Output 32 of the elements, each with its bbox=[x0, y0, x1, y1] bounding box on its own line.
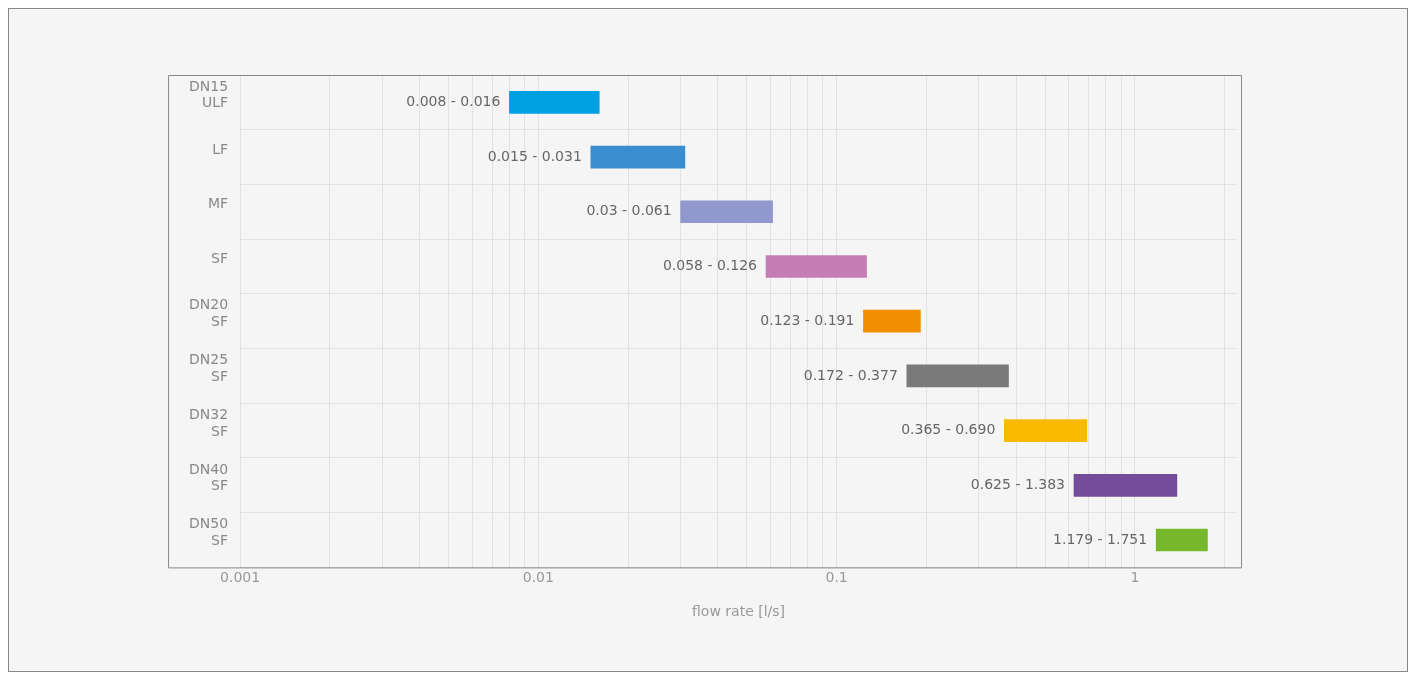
y-tick-label: LF bbox=[212, 140, 229, 157]
x-tick-label: 0.001 bbox=[220, 569, 261, 586]
annotation: 0.058 - 0.126 bbox=[662, 257, 758, 274]
y-tick-label: DN40 SF bbox=[188, 460, 229, 494]
y-tick-label: MF bbox=[207, 195, 229, 212]
annotation: 0.365 - 0.690 bbox=[901, 421, 996, 438]
bar bbox=[680, 200, 773, 224]
bar bbox=[590, 145, 686, 169]
annotation: 0.03 - 0.061 bbox=[586, 202, 672, 219]
x-axis-title: flow rate [l/s] bbox=[692, 603, 786, 620]
y-tick-label: DN50 SF bbox=[188, 515, 229, 549]
annotation: 1.179 - 1.751 bbox=[1053, 530, 1148, 547]
bar bbox=[863, 309, 921, 333]
y-tick-label: DN20 SF bbox=[188, 296, 229, 330]
bar bbox=[509, 91, 600, 114]
bar bbox=[1073, 474, 1178, 497]
y-tick-label: SF bbox=[211, 250, 229, 267]
bar bbox=[1003, 419, 1088, 442]
y-tick-label: DN25 SF bbox=[188, 351, 229, 384]
bar bbox=[1155, 528, 1208, 552]
x-tick-label: 0.1 bbox=[825, 569, 848, 586]
x-tick-label: 1 bbox=[1130, 569, 1140, 586]
y-tick-label: DN32 SF bbox=[188, 405, 229, 439]
bar bbox=[765, 255, 867, 278]
annotation: 0.015 - 0.031 bbox=[487, 147, 582, 164]
annotation: 0.008 - 0.016 bbox=[406, 93, 501, 109]
annotation: 0.172 - 0.377 bbox=[803, 366, 898, 383]
x-tick-label: 0.01 bbox=[522, 569, 554, 586]
annotation: 0.123 - 0.191 bbox=[760, 311, 855, 328]
bar bbox=[906, 364, 1009, 388]
annotation: 0.625 - 1.383 bbox=[970, 475, 1065, 492]
y-tick-label: DN15 ULF bbox=[188, 77, 229, 111]
